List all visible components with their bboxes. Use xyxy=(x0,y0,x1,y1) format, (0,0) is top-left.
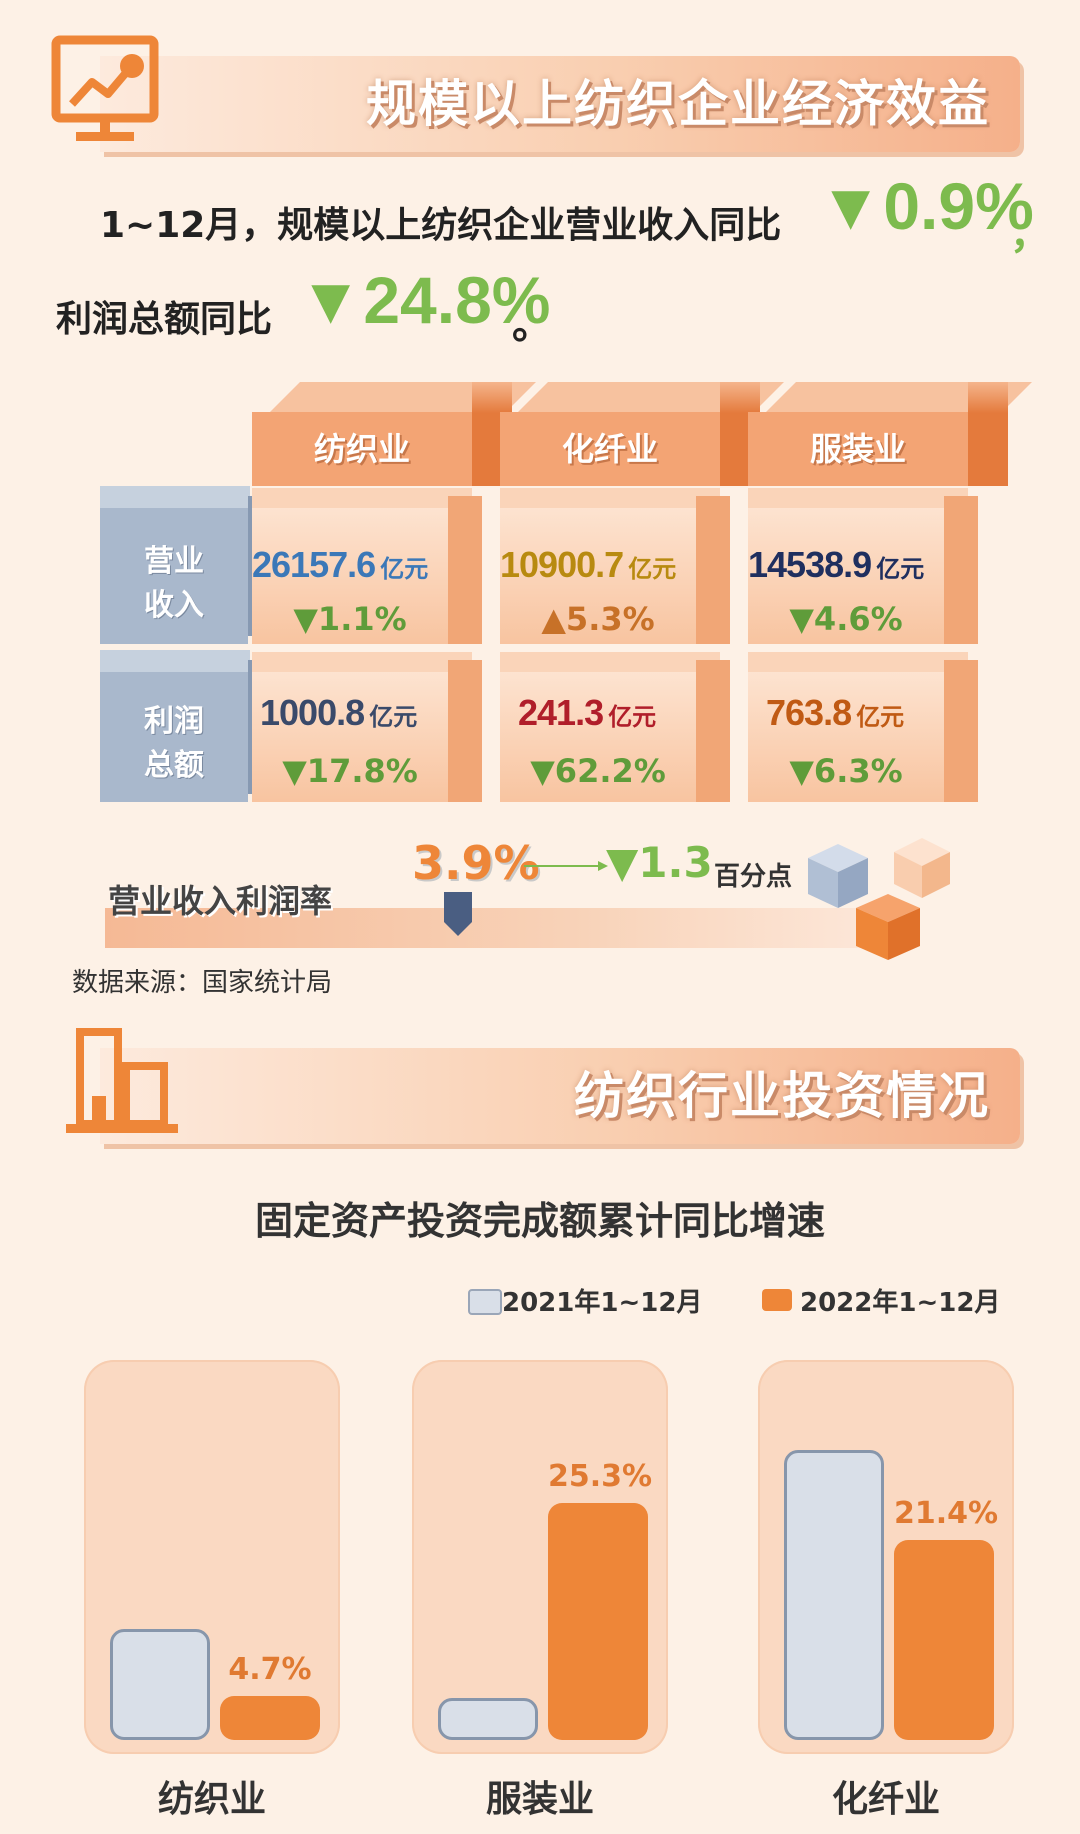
revenue-value: 26157.6 xyxy=(252,544,376,585)
bar-2021-2 xyxy=(784,1450,884,1740)
col-head-apparel: 服装业 xyxy=(748,412,968,486)
chart-title: 固定资产投资完成额累计同比增速 xyxy=(254,1199,825,1243)
bar-label-2022-0: 4.7% xyxy=(228,1652,312,1688)
profit-value: 763.8 xyxy=(766,692,852,733)
profit-change-textile: ▼17.8% xyxy=(282,752,418,790)
cell-profit-apparel: 763.8 亿元 ▼6.3% xyxy=(748,672,944,802)
arrow-right-icon xyxy=(524,861,608,871)
profit-change-apparel: ▼6.3% xyxy=(789,752,903,790)
revenue-value: 14538.9 xyxy=(748,544,872,585)
revenue-change-apparel: ▼4.6% xyxy=(789,600,903,638)
row-head-revenue: 营业 收入 xyxy=(100,508,248,644)
bar-2021-1 xyxy=(438,1697,538,1740)
profit-rate-change: ▼1.3 xyxy=(606,838,713,887)
section2-title: 纺织行业投资情况 xyxy=(574,1067,990,1125)
data-source: 数据来源：国家统计局 xyxy=(72,968,333,998)
presentation-chart-icon xyxy=(51,35,159,141)
legend-swatch-2022 xyxy=(762,1289,792,1311)
summary-comma: ， xyxy=(1010,212,1050,258)
revenue-change-chemical-fiber: ▲5.3% xyxy=(541,600,655,638)
col-head-chemical-fiber: 化纤业 xyxy=(500,412,720,486)
category-label-apparel: 服装业 xyxy=(485,1779,594,1820)
section1-title: 规模以上纺织企业经济效益 xyxy=(366,75,990,133)
cell-profit-textile: 1000.8 亿元 ▼17.8% xyxy=(252,672,448,802)
profit-change: ▼24.8% xyxy=(298,263,551,337)
profit-rate-change-unit: 百分点 xyxy=(714,862,793,892)
bar-2022-2 xyxy=(894,1539,994,1740)
col-head-textile: 纺织业 xyxy=(252,412,472,486)
legend-label-2021: 2021年1~12月 xyxy=(502,1288,703,1318)
revenue-change: ▼0.9% xyxy=(818,169,1034,243)
revenue-value: 10900.7 xyxy=(500,544,624,585)
profit-rate-bar xyxy=(105,908,905,948)
bar-2021-0 xyxy=(110,1628,210,1740)
row-head-profit: 利润 总额 xyxy=(100,672,248,802)
profit-change-chemical-fiber: ▼62.2% xyxy=(530,752,666,790)
profit-rate-value: 3.9% xyxy=(412,836,540,890)
decorative-cubes-icon xyxy=(808,838,950,960)
bar-label-2022-2: 21.4% xyxy=(894,1495,999,1531)
legend-label-2022: 2022年1~12月 xyxy=(800,1288,1001,1318)
legend-swatch-2021 xyxy=(468,1289,502,1315)
cell-revenue-apparel: 14538.9 亿元 ▼4.6% xyxy=(748,508,944,644)
category-label-textile: 纺织业 xyxy=(157,1779,266,1820)
summary-line-1: 1~12月，规模以上纺织企业营业收入同比 xyxy=(100,205,782,246)
summary-period: 。 xyxy=(512,302,552,348)
bar-2022-1 xyxy=(548,1503,648,1740)
cell-revenue-chemical-fiber: 10900.7 亿元 ▲5.3% xyxy=(500,508,696,644)
profit-value: 241.3 xyxy=(518,692,604,733)
rate-marker-icon xyxy=(444,892,472,936)
profit-value: 1000.8 xyxy=(260,692,365,733)
bar-2022-0 xyxy=(220,1696,320,1740)
cell-revenue-textile: 26157.6 亿元 ▼1.1% xyxy=(252,508,448,644)
category-label-chemical-fiber: 化纤业 xyxy=(831,1779,940,1820)
section1-banner: 规模以上纺织企业经济效益 xyxy=(100,56,1020,152)
section2-banner: 纺织行业投资情况 xyxy=(100,1048,1020,1144)
cell-profit-chemical-fiber: 241.3 亿元 ▼62.2% xyxy=(500,672,696,802)
revenue-change-textile: ▼1.1% xyxy=(293,600,407,638)
bar-label-2022-1: 25.3% xyxy=(548,1459,653,1495)
bar-chart-icon xyxy=(66,1028,178,1133)
profit-rate-label: 营业收入利润率 xyxy=(108,882,333,920)
summary-line-2: 利润总额同比 xyxy=(56,299,273,340)
